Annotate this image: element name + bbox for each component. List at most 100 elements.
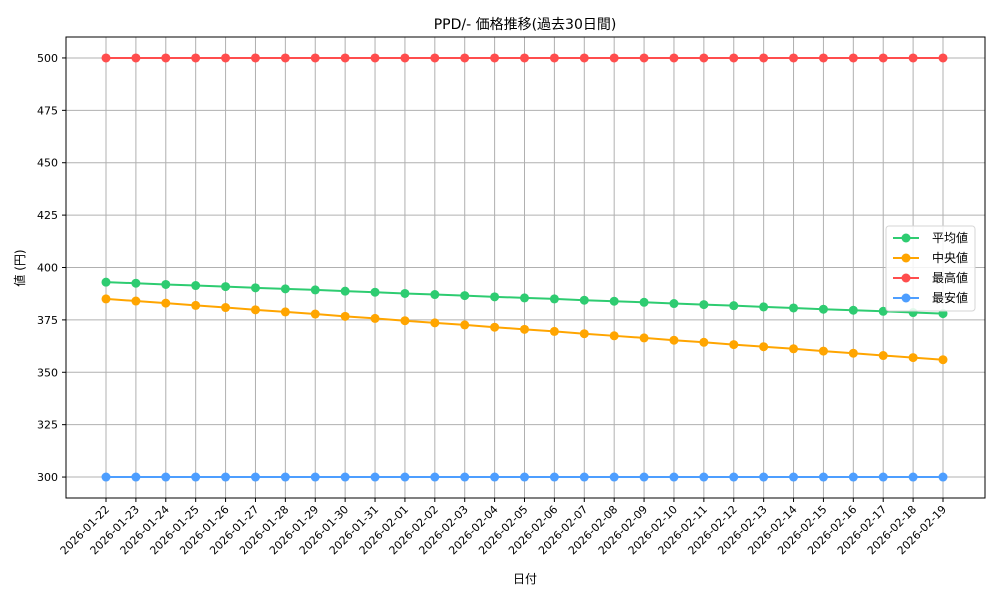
data-point: [101, 277, 111, 287]
data-point: [161, 279, 171, 289]
legend-item: 中央値: [893, 250, 968, 265]
y-tick-label: 325: [37, 419, 58, 432]
data-point: [848, 472, 858, 482]
data-point: [131, 296, 141, 306]
data-point: [579, 472, 589, 482]
data-point: [759, 302, 769, 312]
series-中央値: [101, 294, 948, 365]
x-axis-label: 日付: [513, 572, 537, 586]
data-point: [460, 320, 470, 330]
data-point: [430, 53, 440, 63]
data-point: [848, 53, 858, 63]
data-point: [460, 472, 470, 482]
data-point: [729, 340, 739, 350]
data-point: [460, 53, 470, 63]
y-axis: 300 325 350 375 400 425 450 475 500: [37, 52, 66, 484]
data-point: [131, 472, 141, 482]
data-point: [340, 286, 350, 296]
data-point: [490, 322, 500, 332]
data-point: [490, 472, 500, 482]
data-point: [669, 299, 679, 309]
data-point: [938, 53, 948, 63]
data-point: [818, 53, 828, 63]
data-point: [131, 278, 141, 288]
data-point: [699, 337, 709, 347]
data-point: [400, 316, 410, 326]
data-point: [639, 333, 649, 343]
data-point: [131, 53, 141, 63]
legend-label: 最安値: [932, 290, 968, 305]
data-point: [669, 472, 679, 482]
y-tick-label: 500: [37, 52, 58, 65]
data-point: [161, 472, 171, 482]
data-point: [460, 291, 470, 301]
data-point: [101, 53, 111, 63]
data-point: [520, 324, 529, 334]
data-point: [609, 331, 619, 341]
data-point: [221, 303, 231, 313]
data-point: [161, 53, 171, 63]
series-最安値: [101, 472, 948, 482]
data-point: [520, 53, 529, 63]
data-point: [759, 472, 769, 482]
y-axis-label: 値 (円): [12, 249, 27, 286]
legend-marker: [901, 233, 911, 243]
data-point: [250, 53, 260, 63]
series-lines: [101, 53, 948, 482]
data-point: [250, 305, 260, 315]
data-point: [221, 53, 231, 63]
data-point: [430, 318, 440, 328]
data-point: [280, 472, 290, 482]
data-point: [310, 285, 320, 295]
data-point: [370, 287, 380, 297]
data-point: [818, 304, 828, 314]
data-point: [191, 300, 201, 310]
data-point: [310, 53, 320, 63]
data-point: [609, 53, 619, 63]
legend-item: 最安値: [893, 290, 968, 305]
data-point: [609, 296, 619, 306]
data-point: [908, 353, 918, 363]
data-point: [549, 472, 559, 482]
y-tick-label: 450: [37, 157, 58, 170]
data-point: [908, 53, 918, 63]
data-point: [759, 342, 769, 352]
legend-marker: [901, 273, 911, 283]
data-point: [699, 300, 709, 310]
data-point: [579, 295, 589, 305]
data-point: [250, 283, 260, 293]
data-point: [699, 472, 709, 482]
data-point: [400, 53, 410, 63]
data-point: [609, 472, 619, 482]
y-tick-label: 375: [37, 314, 58, 327]
data-point: [221, 472, 231, 482]
data-point: [340, 311, 350, 321]
data-point: [191, 53, 201, 63]
data-point: [280, 284, 290, 294]
data-point: [310, 472, 320, 482]
data-point: [430, 290, 440, 300]
data-point: [938, 355, 948, 365]
data-point: [340, 53, 350, 63]
data-point: [520, 293, 529, 303]
data-point: [400, 288, 410, 298]
data-point: [848, 348, 858, 358]
legend-label: 最高値: [932, 270, 968, 285]
legend-label: 平均値: [932, 230, 968, 245]
data-point: [370, 313, 380, 323]
y-tick-label: 475: [37, 104, 58, 117]
data-point: [191, 281, 201, 291]
data-point: [370, 472, 380, 482]
data-point: [878, 306, 888, 316]
data-point: [789, 53, 799, 63]
data-point: [938, 472, 948, 482]
data-point: [699, 53, 709, 63]
legend-box: [885, 225, 976, 312]
data-point: [520, 472, 529, 482]
legend-item: 最高値: [893, 270, 968, 285]
data-point: [490, 53, 500, 63]
data-point: [370, 53, 380, 63]
data-point: [221, 282, 231, 292]
